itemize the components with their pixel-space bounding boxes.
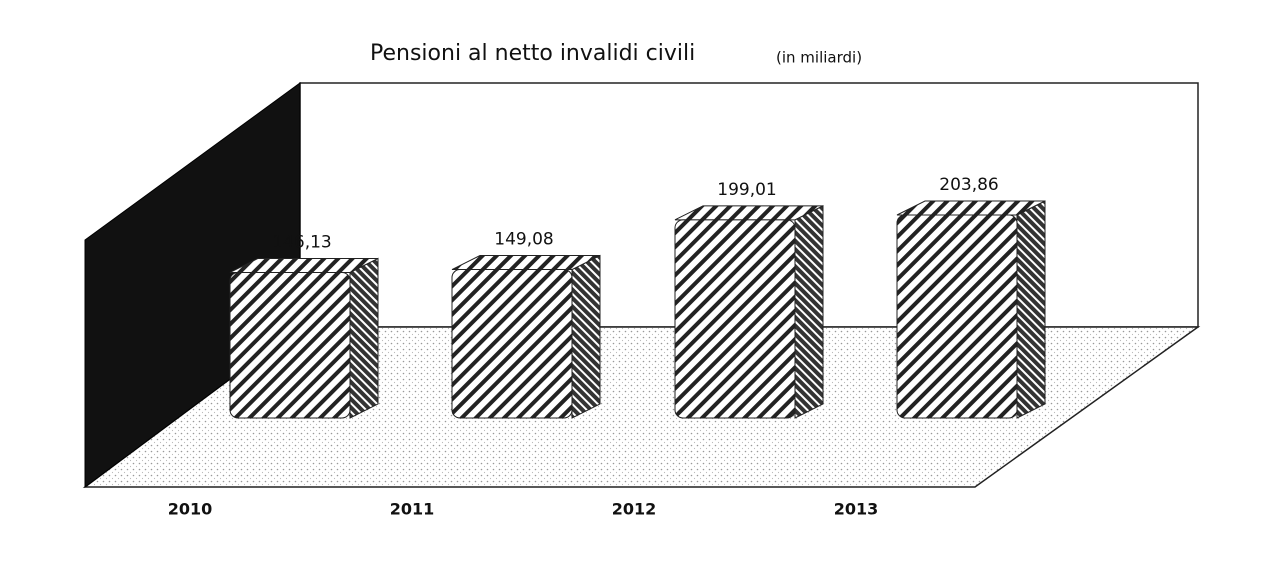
x-tick-label: 2012 xyxy=(612,500,657,519)
bar-front xyxy=(229,271,351,419)
bar xyxy=(451,254,601,419)
bar-front xyxy=(896,214,1018,419)
bar xyxy=(674,205,824,419)
bar xyxy=(896,200,1046,419)
bar-side xyxy=(571,254,601,419)
bar-front xyxy=(451,269,573,419)
x-tick-label: 2011 xyxy=(390,500,435,519)
chart-title: Pensioni al netto invalidi civili xyxy=(370,41,695,66)
data-label: 203,86 xyxy=(939,175,998,195)
bar-side xyxy=(1016,200,1046,419)
x-tick-label: 2010 xyxy=(168,500,213,519)
bars xyxy=(229,200,1046,419)
data-label: 146,13 xyxy=(272,232,331,252)
data-label: 149,08 xyxy=(494,230,553,250)
left-wall xyxy=(84,82,301,488)
data-label: 199,01 xyxy=(717,180,776,200)
bar-front xyxy=(674,219,796,419)
bar-side xyxy=(349,257,379,419)
x-tick-label: 2013 xyxy=(834,500,879,519)
bar-side xyxy=(794,205,824,419)
bar xyxy=(229,257,379,419)
chart-subtitle: (in miliardi) xyxy=(776,49,862,67)
